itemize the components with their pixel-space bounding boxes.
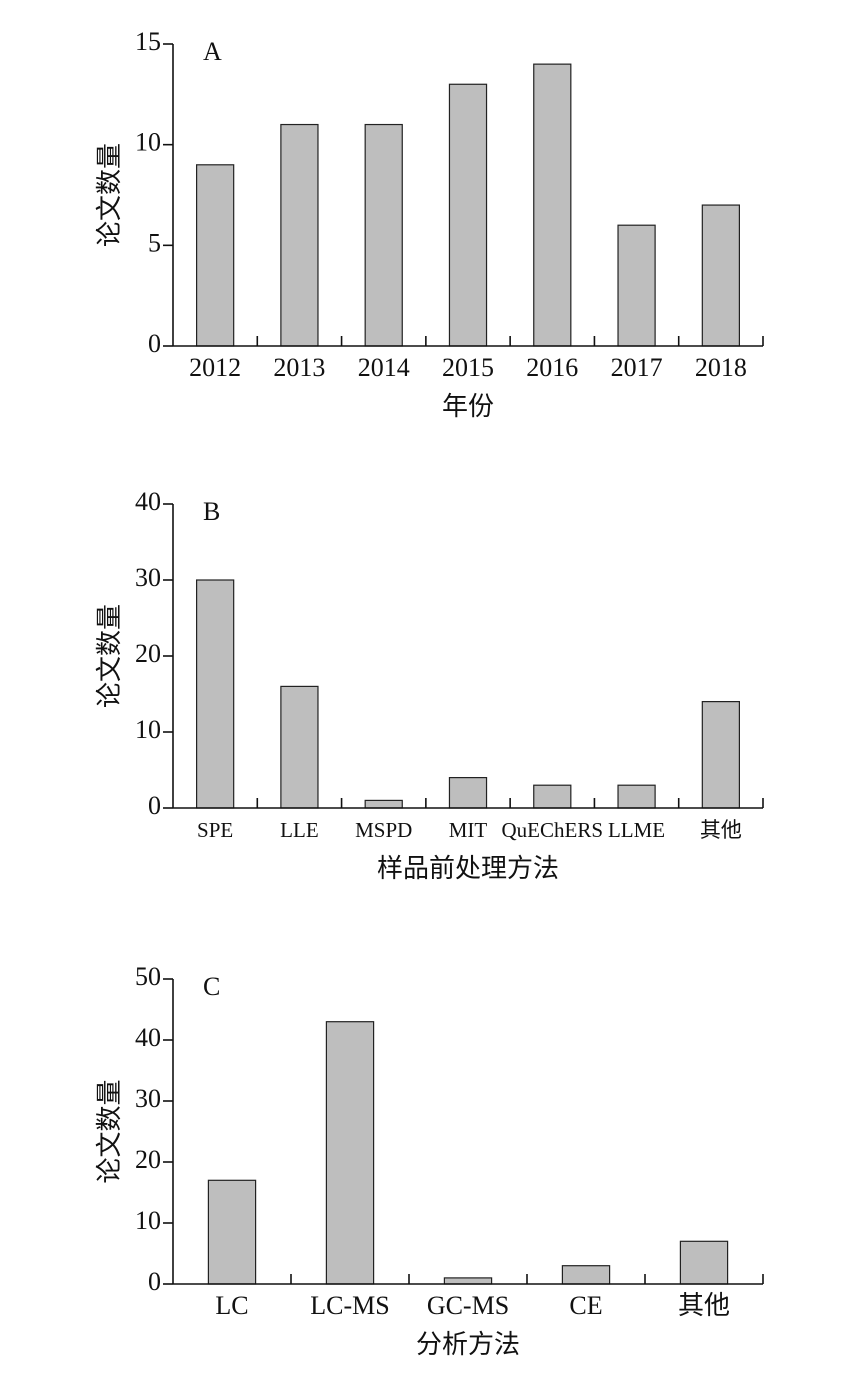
bar (364, 123, 403, 347)
x-tick-label: QuEChERS (502, 818, 604, 842)
panel-label: C (203, 972, 220, 1001)
x-axis-label: 年份 (442, 392, 494, 421)
x-tick-label: 2012 (189, 353, 241, 382)
bar (196, 579, 235, 809)
y-tick-label: 10 (135, 128, 161, 157)
y-tick-label: 30 (135, 563, 161, 592)
y-tick-label: 10 (135, 715, 161, 744)
x-tick-label: 2017 (611, 353, 663, 382)
bar (196, 164, 235, 347)
bar (617, 784, 656, 809)
bar (617, 224, 656, 347)
y-tick-label: 0 (148, 1267, 161, 1296)
y-tick-label: 20 (135, 1145, 161, 1174)
bar (280, 123, 319, 347)
x-tick-label: MSPD (355, 818, 412, 842)
y-axis-label: 论文数量 (95, 143, 124, 247)
bar (325, 1021, 375, 1285)
x-tick-label: 2013 (273, 353, 325, 382)
y-tick-label: 0 (148, 791, 161, 820)
bar (533, 63, 572, 347)
x-tick-label: 其他 (700, 818, 742, 842)
y-tick-label: 15 (135, 27, 161, 56)
y-axis-label: 论文数量 (95, 604, 124, 708)
y-tick-label: 40 (135, 1023, 161, 1052)
panel-label: A (203, 37, 222, 66)
x-tick-label: 2016 (526, 353, 578, 382)
x-tick-label: LLME (608, 818, 665, 842)
y-tick-label: 20 (135, 639, 161, 668)
x-tick-label: CE (569, 1291, 602, 1320)
y-axis-label: 论文数量 (95, 1079, 124, 1183)
x-tick-label: 其他 (678, 1291, 730, 1320)
bar (448, 83, 488, 347)
panel-label: B (203, 497, 220, 526)
x-tick-label: MIT (449, 818, 488, 842)
bar (443, 1277, 493, 1285)
bar (561, 1265, 611, 1285)
x-tick-label: LC (215, 1291, 248, 1320)
x-tick-label: 2015 (442, 353, 494, 382)
y-tick-label: 5 (148, 228, 161, 257)
bar (679, 1240, 729, 1285)
x-tick-label: LLE (280, 818, 318, 842)
x-tick-label: 2018 (695, 353, 747, 382)
bar (280, 685, 319, 809)
bar (701, 204, 740, 347)
x-tick-label: 2014 (358, 353, 410, 382)
bar (364, 799, 403, 809)
y-tick-label: 40 (135, 487, 161, 516)
y-tick-label: 50 (135, 962, 161, 991)
y-tick-label: 0 (148, 329, 161, 358)
x-axis-label: 分析方法 (416, 1330, 520, 1359)
x-tick-label: GC-MS (427, 1291, 509, 1320)
x-tick-label: LC-MS (310, 1291, 389, 1320)
bar (448, 776, 488, 809)
bar (701, 700, 740, 809)
bar (533, 784, 572, 809)
y-tick-label: 30 (135, 1084, 161, 1113)
x-axis-label: 样品前处理方法 (377, 854, 559, 883)
y-tick-label: 10 (135, 1206, 161, 1235)
x-tick-label: SPE (197, 818, 233, 842)
bar (207, 1179, 257, 1285)
